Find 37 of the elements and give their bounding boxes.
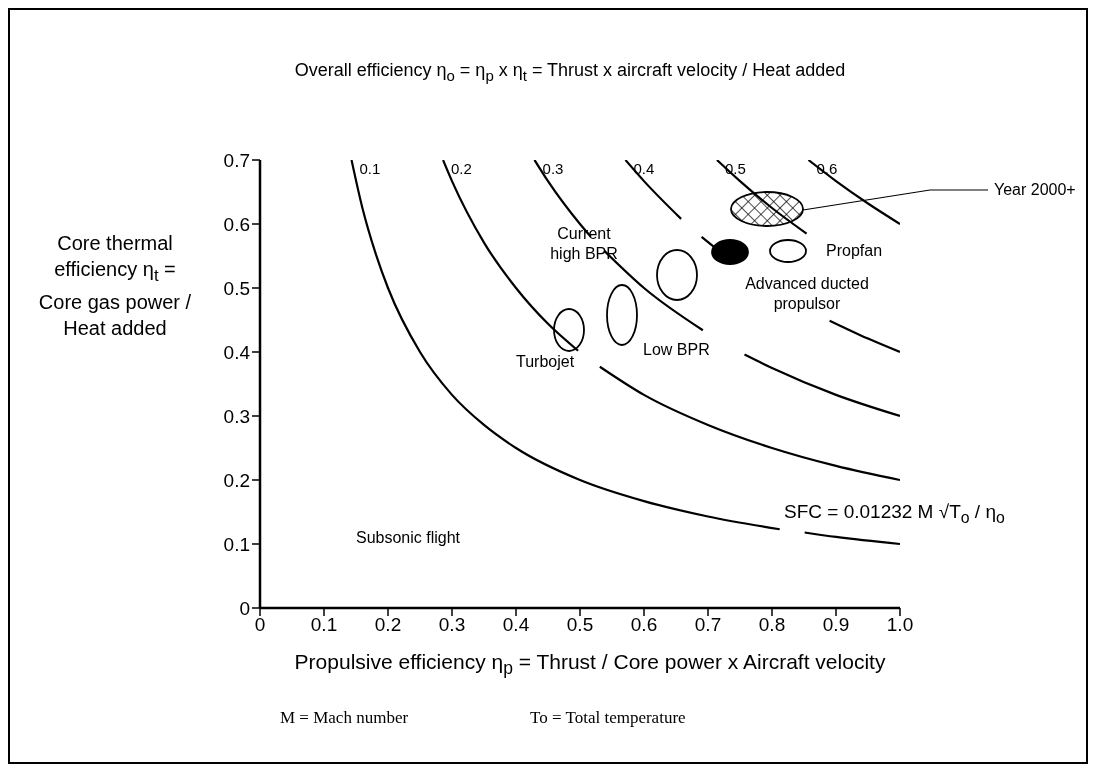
annotation: Subsonic flight	[356, 529, 461, 546]
chart-title: Overall efficiency η$_{o}$ = η$_{p}$ x η$_{t}$ = Thrust x aircraft velocity / Heat added	[294, 60, 846, 84]
x-tick-label: 0.3	[438, 614, 466, 636]
y-axis-title: Core thermal efficiency η$_{t}$ = Core gas power / Heat added	[38, 232, 192, 339]
x-tick-label: 0	[254, 614, 266, 636]
y-tick-label: 0.2	[223, 469, 250, 491]
y-tick-label: 0.7	[223, 149, 250, 171]
annotation: SFC = 0.01232 M √T$_{o}$ / η$_{o}$	[784, 501, 1005, 526]
x-tick-label: 0.8	[758, 614, 786, 636]
series-label: 0.3	[542, 160, 564, 177]
y-tick-label: 0.1	[223, 533, 250, 555]
y-tick-label: 0.4	[223, 341, 251, 363]
y-tick-label: 0.5	[223, 277, 250, 299]
annotation: Advanced ducted propulsor	[745, 275, 869, 312]
y-tick-label: 0.6	[223, 213, 250, 235]
annotation: Low BPR	[643, 341, 710, 358]
x-tick-label: 0.2	[374, 614, 402, 636]
text: Year 2000+	[994, 181, 1076, 198]
text: To = Total temperature	[530, 708, 686, 727]
x-axis-title: Propulsive efficiency η$_{p}$ = Thrust / Core power x Aircraft velocity	[294, 650, 886, 679]
x-tick-label: 0.1	[310, 614, 338, 636]
text: M = Mach number	[280, 708, 409, 727]
x-tick-label: 0.4	[502, 614, 530, 636]
annotation: Turbojet	[516, 353, 575, 370]
annotation: Propfan	[826, 242, 883, 259]
line-series	[715, 160, 808, 235]
y-tick-label: 0	[239, 597, 250, 619]
x-tick-label: 0.9	[822, 614, 850, 636]
series-label: 0.5	[724, 160, 746, 177]
series-label: 0.1	[359, 160, 381, 177]
x-tick-label: 1.0	[886, 614, 914, 636]
series-label: 0.2	[451, 160, 472, 177]
x-tick-label: 0.7	[694, 614, 722, 636]
y-tick-label: 0.3	[223, 405, 250, 427]
line-series	[807, 160, 900, 226]
x-tick-label: 0.5	[566, 614, 594, 636]
x-tick-label: 0.6	[630, 614, 658, 636]
